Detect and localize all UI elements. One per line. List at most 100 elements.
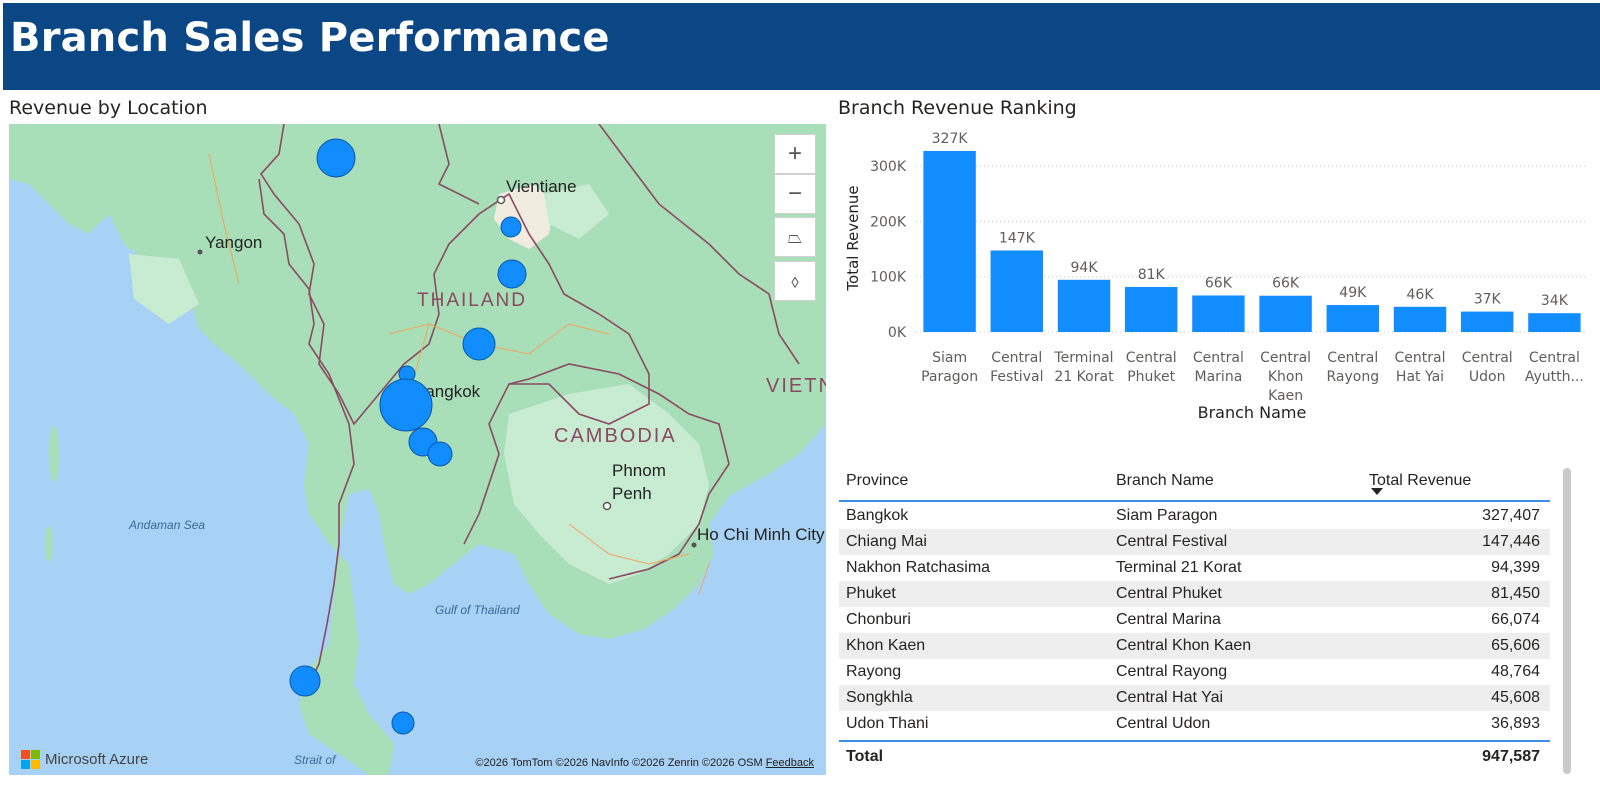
bubble-khon-kaen[interactable] <box>497 259 527 289</box>
cell-province: Khon Kaen <box>846 637 926 654</box>
cell-revenue: 327,407 <box>1482 507 1540 524</box>
table-row[interactable]: Udon Thani Central Udon 36,893 <box>839 711 1550 737</box>
bubble-udon-thani[interactable] <box>500 216 522 238</box>
bubble-chiang-mai[interactable] <box>316 138 356 178</box>
y-tick-label: 200K <box>870 214 907 230</box>
land-green-patch-1 <box>544 184 609 239</box>
bubble-bangkok[interactable] <box>379 378 433 432</box>
map-label-hcmc: Ho Chi Minh City <box>697 525 825 544</box>
bar[interactable] <box>923 150 976 332</box>
bar[interactable] <box>1192 295 1245 332</box>
border-laos <box>437 124 800 365</box>
bubble-rayong[interactable] <box>427 441 453 467</box>
data-label: 81K <box>1138 267 1166 283</box>
data-label: 34K <box>1541 293 1569 309</box>
y-tick-label: 0K <box>888 325 907 341</box>
x-tick-label: Festival <box>990 369 1043 385</box>
x-tick-label: Central <box>1529 350 1580 366</box>
microsoft-logo-icon <box>21 750 40 769</box>
sort-descending-icon[interactable] <box>1371 488 1383 495</box>
revenue-bubbles <box>289 138 527 735</box>
map-label-andaman: Andaman Sea <box>128 518 205 532</box>
tilt-icon[interactable]: ⏢ <box>774 217 816 257</box>
cell-province: Nakhon Ratchasima <box>846 559 991 576</box>
bar[interactable] <box>1528 313 1581 332</box>
bar-chart-canvas: 0K 100K 200K 300K Total Revenue 327K Siam Parag… <box>844 131 1588 422</box>
cell-branch: Siam Paragon <box>1116 507 1218 524</box>
cell-revenue: 36,893 <box>1491 715 1540 732</box>
land-green-patch-2 <box>129 254 199 324</box>
map-label-phnom: Phnom <box>612 461 666 480</box>
x-tick-label: Khon <box>1268 369 1304 385</box>
cell-branch: Central Rayong <box>1116 663 1228 680</box>
x-tick-label: Marina <box>1195 369 1243 385</box>
x-tick-label: Siam <box>932 350 967 366</box>
bar[interactable] <box>1393 306 1447 332</box>
bar[interactable] <box>990 250 1044 332</box>
zoom-in-button[interactable]: + <box>774 134 816 174</box>
island-andaman <box>49 426 59 482</box>
bar[interactable] <box>1460 311 1514 332</box>
bar[interactable] <box>1259 295 1312 332</box>
city-dot-yangon <box>197 249 203 255</box>
cell-branch: Central Phuket <box>1116 585 1222 602</box>
cell-revenue: 65,606 <box>1491 637 1540 654</box>
table-row[interactable]: Khon Kaen Central Khon Kaen 65,606 <box>839 633 1550 659</box>
bubble-songkhla[interactable] <box>391 711 415 735</box>
bubble-nakhon-ratchasima[interactable] <box>462 327 496 361</box>
column-header-revenue[interactable]: Total Revenue <box>1369 472 1472 489</box>
map-title: Revenue by Location <box>9 97 208 119</box>
revenue-map[interactable]: Vientiane Yangon THAILAND Bangkok CAMBOD… <box>9 124 826 775</box>
revenue-bar-chart[interactable]: 0K 100K 200K 300K Total Revenue 327K Siam Parag… <box>838 124 1598 434</box>
x-tick-label: Ayutth... <box>1525 369 1584 385</box>
x-tick-label: Udon <box>1469 369 1506 385</box>
revenue-table[interactable]: Province Branch Name Total Revenue Bangk… <box>839 466 1563 776</box>
bar[interactable] <box>1326 305 1380 332</box>
border-thailand <box>259 124 650 545</box>
table-row[interactable]: Songkhla Central Hat Yai 45,608 <box>839 685 1550 711</box>
table-row[interactable]: Phuket Central Phuket 81,450 <box>839 581 1550 607</box>
data-label: 37K <box>1474 292 1502 308</box>
microsoft-azure-logo: Microsoft Azure <box>21 750 148 769</box>
table-row[interactable]: Chonburi Central Marina 66,074 <box>839 607 1550 633</box>
table-header: Province Branch Name Total Revenue <box>839 466 1550 502</box>
border-myanmar <box>258 178 355 685</box>
land-western-coast <box>9 124 109 234</box>
x-tick-label: Phuket <box>1127 369 1175 385</box>
cell-revenue: 94,399 <box>1491 559 1540 576</box>
city-dot-hcmc <box>691 542 697 548</box>
compass-icon[interactable]: ⬨ <box>774 261 816 301</box>
cell-branch: Terminal 21 Korat <box>1116 559 1242 576</box>
x-tick-label: Central <box>1462 350 1513 366</box>
x-tick-label: Rayong <box>1326 369 1379 385</box>
report-header: Branch Sales Performance <box>3 3 1600 90</box>
x-tick-label: Paragon <box>921 369 978 385</box>
map-label-penh: Penh <box>612 484 652 503</box>
x-tick-label: Central <box>991 350 1042 366</box>
cell-revenue: 81,450 <box>1491 585 1540 602</box>
bar[interactable] <box>1124 286 1178 332</box>
zoom-out-button[interactable]: − <box>774 174 816 214</box>
bubble-phuket[interactable] <box>289 665 321 697</box>
data-label: 49K <box>1339 285 1367 301</box>
azure-logo-text: Microsoft Azure <box>45 751 149 768</box>
island-andaman-2 <box>45 526 53 562</box>
column-header-province[interactable]: Province <box>846 472 909 489</box>
data-label: 94K <box>1071 260 1099 276</box>
x-tick-label: Terminal <box>1053 350 1113 366</box>
cell-branch: Central Marina <box>1116 611 1221 628</box>
column-header-branch[interactable]: Branch Name <box>1116 472 1214 489</box>
map-canvas[interactable]: Vientiane Yangon THAILAND Bangkok CAMBOD… <box>9 124 826 775</box>
cell-revenue: 45,608 <box>1491 689 1540 706</box>
table-scrollbar[interactable] <box>1563 468 1571 774</box>
map-label-gulf: Gulf of Thailand <box>435 603 520 617</box>
table-row[interactable]: Rayong Central Rayong 48,764 <box>839 659 1550 685</box>
feedback-link[interactable]: Feedback <box>765 757 814 769</box>
table-row[interactable]: Nakhon Ratchasima Terminal 21 Korat 94,399 <box>839 555 1550 581</box>
map-label-yangon: Yangon <box>205 233 262 252</box>
table-row[interactable]: Chiang Mai Central Festival 147,446 <box>839 529 1550 555</box>
page-title: Branch Sales Performance <box>10 15 610 61</box>
bar[interactable] <box>1057 279 1111 332</box>
table-row[interactable]: Bangkok Siam Paragon 327,407 <box>839 503 1550 529</box>
cell-province: Chonburi <box>846 611 911 628</box>
